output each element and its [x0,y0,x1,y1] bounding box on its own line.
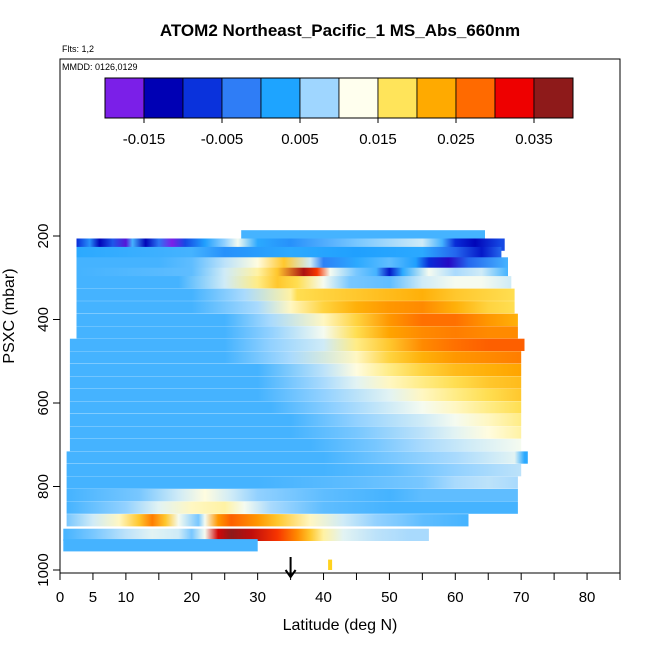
colorbar-swatch [221,77,262,119]
heatmap-band [76,288,515,301]
heatmap-band [69,401,522,414]
heatmap-band [66,476,518,489]
heatmap-band [66,501,518,514]
y-tick-label: 200 [35,223,52,248]
x-tick-label: 80 [579,589,596,606]
x-tick-label: 60 [447,589,464,606]
heatmap-band [63,528,429,541]
chart-title: ATOM2 Northeast_Pacific_1 MS_Abs_660nm [160,21,520,40]
colorbar-tick-label: 0.025 [437,131,475,148]
colorbar-swatch [377,77,418,119]
heatmap-band [69,351,522,364]
colorbar-tick-label: -0.015 [123,131,166,148]
colorbar-tick-label: 0.015 [359,131,397,148]
colorbar-swatch [299,77,340,119]
colorbar-swatch [143,77,184,119]
y-tick-label: 600 [35,390,52,415]
x-tick-label: 30 [249,589,266,606]
heatmap-band [76,326,518,339]
dates-note: MMDD: 0126,0129 [62,62,138,72]
colorbar-swatch [455,77,496,119]
heatmap-band [76,313,518,326]
axes: 0 5 10 20 30 40 50 60 70 80 200 400 600 800 1000 [35,223,621,606]
colorbar: -0.015 -0.005 0.005 0.015 0.025 0.035 [104,77,574,148]
heatmap-band [69,438,522,452]
colorbar-swatch [104,77,145,119]
x-tick-label: 10 [118,589,135,606]
x-axis-label: Latitude (deg N) [283,617,398,634]
heatmap-band [66,514,469,527]
heatmap-band [69,363,522,377]
heatmap-band [66,489,518,502]
heatmap-band [69,338,525,351]
x-tick-label: 5 [89,589,97,606]
y-tick-label: 800 [35,474,52,499]
colorbar-swatch [533,77,574,119]
colorbar-swatch [260,77,301,119]
colorbar-tick-label: 0.005 [281,131,319,148]
colorbar-swatch [416,77,457,119]
heatmap-band [76,246,502,260]
y-tick-label: 400 [35,307,52,332]
colorbar-frame [104,77,574,119]
heatmap-band [63,539,258,552]
flights-note: Flts: 1,2 [62,44,94,54]
colorbar-tick-label: -0.005 [201,131,244,148]
x-tick-label: 40 [315,589,332,606]
plot-area [59,58,621,574]
heatmap-band [76,301,515,314]
x-tick-label: 20 [183,589,200,606]
x-tick-label: 70 [513,589,530,606]
heatmap [63,230,528,570]
y-tick-label: 1000 [35,553,52,586]
colorbar-swatch [338,77,379,119]
heatmap-band [76,257,508,270]
colorbar-swatch [494,77,535,119]
y-axis-label: PSXC (mbar) [1,268,18,363]
heatmap-band [66,451,528,464]
colorbar-tick-label: 0.035 [515,131,553,148]
x-tick-label: 50 [381,589,398,606]
arrow-marker [284,557,297,579]
heatmap-band [69,413,522,427]
x-tick-label: 0 [56,589,64,606]
heatmap-band [69,388,522,402]
heatmap-band [66,464,522,477]
heatmap-band [76,276,512,289]
yellow-marker [328,559,333,570]
heatmap-band [69,426,522,439]
colorbar-swatch [182,77,223,119]
heatmap-band [69,376,522,389]
